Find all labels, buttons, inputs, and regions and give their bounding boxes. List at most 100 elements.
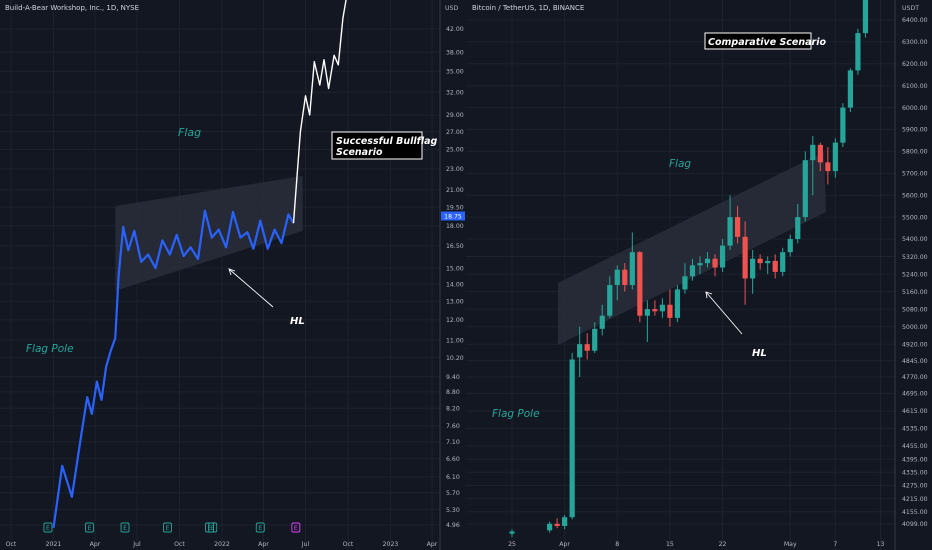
bbw-x-tick: Jul [301, 541, 310, 548]
btc-x-tick: 25 [508, 541, 516, 548]
btc-y-tick: 4099.00 [902, 521, 928, 528]
bbw-scenario-line1: Successful Bullflag [336, 136, 437, 147]
bbw-hl-arrow [228, 268, 274, 308]
bbw-time-axis: Oct 2021 Apr Jul Oct 2022 Apr Jul Oct 2023 Apr [6, 541, 438, 548]
btc-y-tick: 5800.00 [902, 149, 928, 156]
bbw-x-tick: 2022 [214, 541, 230, 548]
earnings-marker[interactable] [85, 522, 94, 533]
bbw-price-line [52, 209, 295, 528]
bbw-x-tick: 2021 [46, 541, 62, 548]
btc-candle [674, 285, 681, 323]
btc-candle [727, 195, 733, 250]
bbw-y-tick: 4.96 [446, 522, 460, 529]
bbw-y-tick: 11.00 [446, 337, 464, 344]
earnings-marker[interactable] [291, 522, 301, 533]
bbw-x-tick: Oct [174, 541, 185, 548]
btc-scenario-box [704, 32, 812, 50]
earnings-marker[interactable] [208, 522, 218, 533]
earnings-marker[interactable] [43, 522, 53, 533]
btc-y-tick: 6400.00 [902, 17, 928, 24]
btc-candle [577, 326, 583, 378]
earnings-marker[interactable] [120, 522, 130, 533]
earnings-marker-label: E [88, 525, 92, 532]
bbw-x-tick: 2023 [383, 541, 399, 548]
bbw-y-tick: 8.80 [446, 389, 460, 396]
earnings-marker[interactable] [255, 522, 265, 533]
bbw-price-axis: USD 42.00 38.00 35.00 32.00 29.00 27.00 25.00 2… [439, 0, 466, 550]
bbw-last-price-badge [441, 211, 465, 221]
btc-candle [652, 300, 658, 316]
bbw-y-tick: 38.00 [446, 49, 464, 56]
earnings-marker-label: E [46, 525, 50, 532]
btc-candle [689, 258, 696, 281]
btc-candle [584, 333, 590, 360]
btc-y-tick: 6200.00 [902, 61, 928, 68]
btc-candles [509, 0, 869, 537]
bbw-x-tick: Apr [427, 541, 438, 548]
btc-candle [637, 251, 643, 323]
btc-candle [644, 300, 650, 342]
btc-x-tick: Apr [559, 541, 570, 548]
btc-y-tick: 5600.00 [902, 192, 928, 199]
bbw-y-tick: 8.20 [446, 405, 460, 412]
btc-y-tick: 4275.00 [902, 483, 928, 490]
btc-candle [667, 289, 673, 327]
btc-candle [704, 252, 711, 268]
bbw-hl-label: HL [290, 316, 305, 327]
earnings-marker-label: E [123, 525, 127, 532]
btc-candle [622, 263, 628, 292]
bbw-y-tick: 35.00 [446, 69, 464, 76]
btc-candle [787, 234, 793, 257]
bbw-y-tick: 29.00 [446, 112, 464, 119]
btc-y-tick: 5240.00 [902, 271, 928, 278]
bbw-last-price: 18.75 [444, 214, 462, 221]
bbw-y-tick: 6.10 [446, 474, 460, 481]
bbw-y-tick: 21.00 [446, 187, 464, 194]
bbw-y-tick: 42.00 [446, 26, 464, 33]
btc-y-tick: 4535.00 [902, 426, 928, 433]
bbw-y-tick: 6.60 [446, 456, 460, 463]
earnings-marker-label: E [166, 525, 170, 532]
bbw-y-tick: 9.40 [446, 374, 460, 381]
btc-candle [817, 142, 823, 172]
btc-candle [735, 206, 741, 244]
bbw-panel: Flag Successful Bullflag Scenario HL Fla… [0, 0, 440, 550]
bbw-y-tick: 7.60 [446, 423, 460, 430]
btc-x-tick: 8 [615, 541, 619, 548]
btc-candle [750, 249, 756, 294]
btc-x-tick: May [784, 541, 797, 548]
btc-time-axis: 25 Apr 8 15 22 May 7 13 [508, 541, 884, 548]
bbw-flag-label: Flag [178, 126, 201, 139]
btc-candle [592, 322, 598, 353]
btc-candle [772, 254, 778, 279]
earnings-marker-label: E [211, 525, 215, 532]
btc-y-tick: 5320.00 [902, 254, 928, 261]
btc-x-tick: 7 [833, 541, 837, 548]
btc-x-tick: 15 [666, 541, 674, 548]
btc-candle [742, 221, 748, 305]
btc-scenario-label: Comparative Scenario [708, 37, 826, 48]
btc-y-tick: 4395.00 [902, 456, 928, 463]
btc-candle [780, 247, 786, 277]
bbw-flag-channel [115, 176, 303, 291]
btc-panel: Comparative Scenario Flag HL Flag Pole B… [466, 0, 895, 550]
btc-candle [614, 265, 620, 301]
btc-hl-label: HL [752, 348, 767, 359]
bbw-y-tick: 5.70 [446, 490, 460, 497]
earnings-marker[interactable] [163, 522, 172, 533]
bbw-x-tick: Apr [90, 541, 101, 548]
btc-y-tick: 4920.00 [902, 341, 928, 348]
btc-y-tick: 5900.00 [902, 127, 928, 134]
bbw-currency: USD [445, 5, 458, 12]
btc-y-tick: 6100.00 [902, 83, 928, 90]
btc-candle [607, 276, 613, 318]
bbw-y-tick: 7.10 [446, 439, 460, 446]
bbw-scenario-box [331, 131, 423, 160]
btc-y-tick: 5000.00 [902, 324, 928, 331]
btc-candle [599, 304, 605, 336]
btc-y-tick: 4215.00 [902, 496, 928, 503]
bbw-y-tick: 25.00 [446, 147, 464, 154]
btc-candle [757, 254, 763, 270]
btc-candle [509, 529, 515, 537]
